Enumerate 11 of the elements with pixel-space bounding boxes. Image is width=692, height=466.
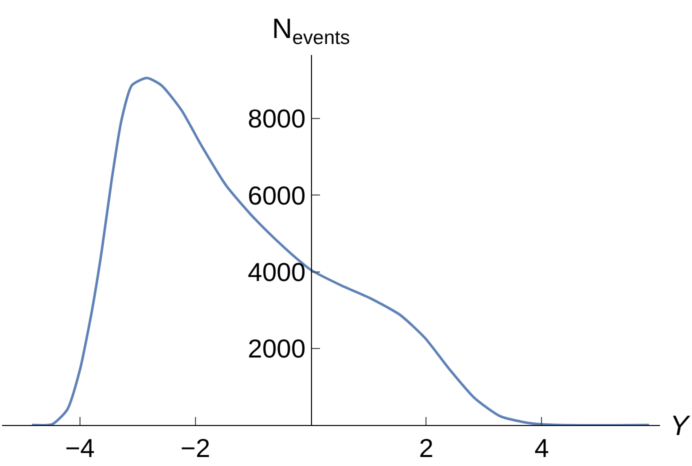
y-tick-label: 6000 bbox=[248, 180, 306, 210]
x-tick-label: 2 bbox=[419, 433, 434, 464]
x-axis-title: Y bbox=[670, 410, 691, 441]
y-tick-label: 8000 bbox=[248, 104, 306, 134]
y-tick-label: 4000 bbox=[248, 256, 306, 287]
line-series bbox=[30, 76, 650, 425]
x-tick-label: −2 bbox=[180, 433, 210, 464]
x-tick-label: −4 bbox=[65, 433, 95, 464]
y-axis-title: N$_{events}$ bbox=[272, 13, 350, 49]
x-tick-label: 4 bbox=[534, 433, 549, 464]
y-tick-label: 2000 bbox=[248, 334, 306, 364]
